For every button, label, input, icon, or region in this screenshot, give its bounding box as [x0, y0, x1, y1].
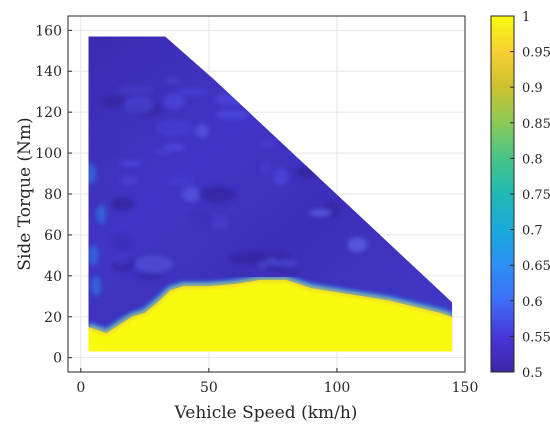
- x-tick-label: 100: [324, 380, 351, 396]
- colorbar-tick-label: 0.55: [522, 330, 550, 345]
- texture-blob: [164, 93, 185, 111]
- texture-streak: [88, 245, 99, 266]
- colorbar-tick-label: 0.6: [522, 295, 543, 310]
- colorbar-tick-label: 0.7: [522, 224, 543, 239]
- texture-blob: [118, 160, 142, 167]
- texture-blob: [188, 212, 216, 226]
- y-tick-label: 20: [44, 310, 62, 326]
- texture-blob: [163, 143, 186, 152]
- colorbar-tick-label: 0.5: [522, 366, 543, 381]
- texture-blob: [197, 186, 237, 203]
- y-tick-label: 80: [44, 187, 62, 203]
- colorbar-tick-label: 0.8: [522, 152, 543, 167]
- high-value-region: [88, 279, 453, 352]
- colorbar-tick-label: 0.75: [522, 188, 550, 203]
- texture-blob: [110, 197, 135, 211]
- texture-blob: [112, 254, 130, 265]
- texture-blob: [347, 237, 368, 253]
- colorbar-tick-label: 0.85: [522, 117, 550, 132]
- texture-blob: [259, 139, 275, 149]
- texture-blob: [272, 259, 298, 268]
- y-tick-label: 100: [35, 146, 62, 162]
- texture-blob: [119, 175, 138, 186]
- texture-blob: [272, 168, 289, 186]
- texture-streak: [96, 204, 107, 225]
- colorbar-tick-label: 0.65: [522, 259, 550, 274]
- texture-blob: [155, 119, 192, 137]
- texture-streak: [88, 163, 97, 184]
- texture-blob: [135, 255, 174, 273]
- texture-blob: [88, 141, 117, 158]
- high-region-edge: [88, 278, 453, 335]
- x-tick-label: 0: [76, 380, 85, 396]
- texture-blob: [124, 96, 154, 115]
- texture-blob: [195, 124, 210, 138]
- x-axis-ticks: 0 50 100 150: [76, 368, 478, 396]
- x-tick-label: 150: [452, 380, 479, 396]
- texture-blob: [152, 148, 174, 155]
- texture-blob: [165, 77, 182, 84]
- colorbar-ticks: 0.5 0.55 0.6 0.65 0.7 0.75 0.8 0.85 0.9 0.95 1: [510, 10, 550, 381]
- texture-blob: [88, 185, 108, 197]
- heatmap-surface: [88, 36, 453, 352]
- texture-blob: [167, 176, 194, 187]
- texture-blob: [177, 88, 209, 96]
- y-tick-label: 160: [35, 23, 62, 39]
- x-axis-label: Vehicle Speed (km/h): [174, 403, 358, 423]
- texture-blob: [135, 272, 165, 280]
- texture-blob: [323, 200, 341, 219]
- texture-blob: [309, 209, 332, 217]
- texture-blob: [229, 251, 269, 265]
- colorbar-tick-label: 1: [522, 10, 530, 25]
- y-tick-label: 40: [44, 269, 62, 285]
- y-tick-label: 0: [53, 351, 62, 367]
- y-tick-label: 140: [35, 64, 62, 80]
- y-axis-ticks: 0 20 40 60 80 100 120 140 160: [35, 23, 72, 367]
- texture-blob: [111, 234, 134, 251]
- texture-blob: [215, 109, 249, 120]
- y-axis-label: Side Torque (Nm): [15, 117, 35, 270]
- texture-blob: [117, 84, 155, 94]
- y-tick-label: 120: [35, 105, 62, 121]
- colorbar-tick-label: 0.95: [522, 46, 550, 61]
- texture-streak: [91, 276, 102, 297]
- x-tick-label: 50: [200, 380, 218, 396]
- texture-blob: [181, 187, 201, 203]
- texture-blob: [259, 161, 272, 175]
- y-tick-label: 60: [44, 228, 62, 244]
- colorbar-tick-label: 0.9: [522, 81, 543, 96]
